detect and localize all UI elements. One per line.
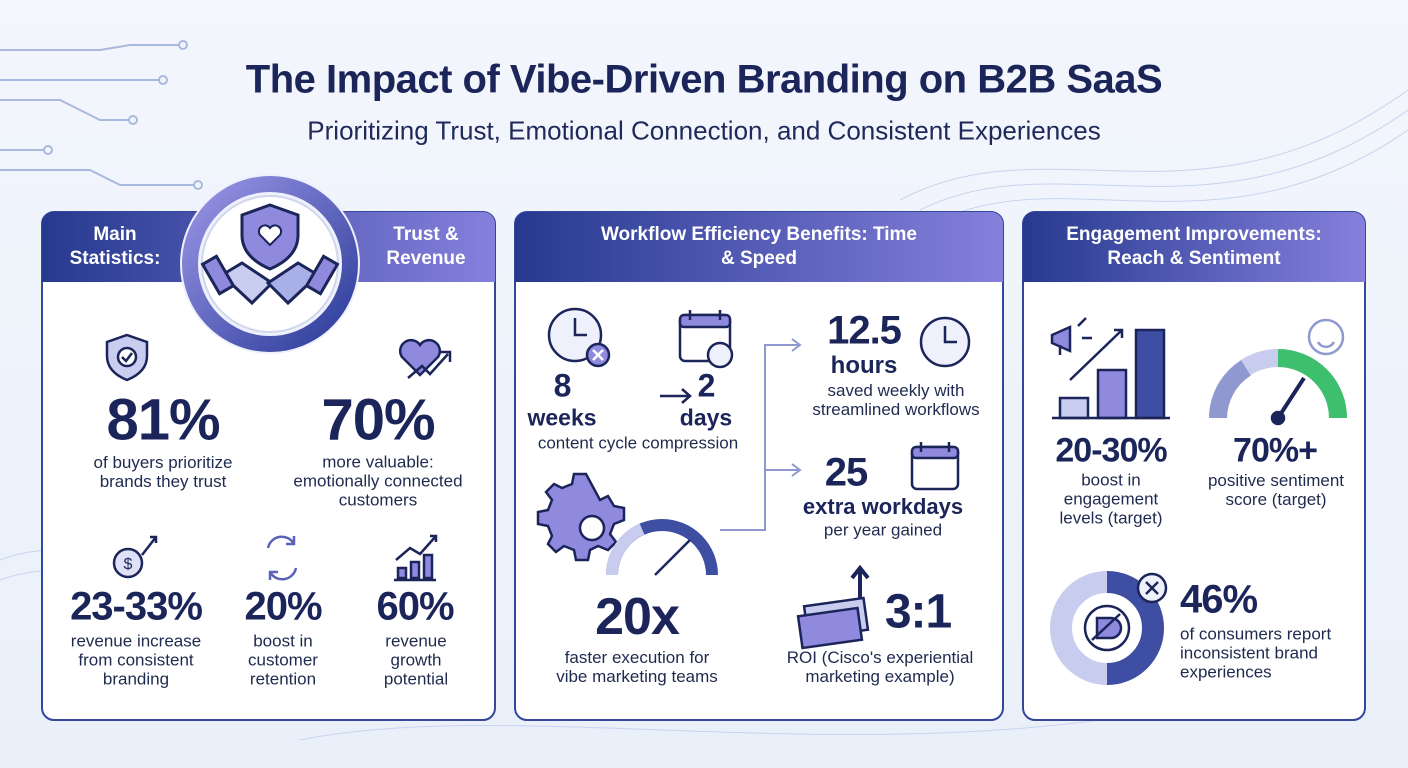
- stat-value: 46%: [1180, 577, 1258, 622]
- stat-unit: days: [679, 404, 733, 431]
- page-subtitle: Prioritizing Trust, Emotional Connection…: [307, 115, 1101, 146]
- circuit-lines: [0, 40, 203, 190]
- stat-label: content cycle compression: [537, 433, 739, 453]
- stat-value: 12.5: [827, 308, 902, 353]
- stat-label: of buyers prioritize brands they trust: [93, 453, 233, 491]
- panel3-icons: [1050, 317, 1347, 685]
- stat-value: 60%: [376, 584, 454, 629]
- stat-label: ROI (Cisco's experiential marketing exam…: [786, 648, 974, 686]
- panel-heading: Engagement Improvements: Reach & Sentime…: [1066, 224, 1322, 269]
- stat-label: boost in customer retention: [248, 631, 318, 689]
- stat-unit: weeks: [527, 404, 597, 431]
- stat-value: 23-33%: [70, 584, 203, 629]
- panel2-icons: [536, 307, 971, 650]
- stat-unit: hours: [830, 352, 898, 379]
- panel-heading: Main Statistics:: [69, 224, 161, 269]
- stat-label: positive sentiment score (target): [1207, 471, 1345, 509]
- stat-label: of consumers report inconsistent brand e…: [1180, 624, 1332, 682]
- stat-value: 25: [824, 450, 868, 495]
- stat-label: faster execution for vibe marketing team…: [556, 648, 718, 686]
- stat-label: more valuable: emotionally connected cus…: [293, 452, 463, 510]
- stat-value: 20%: [244, 584, 322, 629]
- stat-label: revenue increase from consistent brandin…: [70, 631, 202, 689]
- stat-label: saved weekly with streamlined workflows: [812, 381, 980, 419]
- stat-label: revenue growth potential: [383, 631, 449, 689]
- stat-value: 2: [697, 367, 716, 404]
- svg-text:$: $: [124, 556, 133, 573]
- stat-value: 8: [553, 367, 572, 404]
- stat-value: 70%+: [1233, 431, 1318, 470]
- stat-value: 20x: [595, 588, 680, 646]
- stat-value: 70%: [321, 387, 435, 453]
- stat-label: per year gained: [823, 520, 943, 540]
- stat-label: boost in engagement levels (target): [1059, 470, 1163, 528]
- panel1-icons: $: [105, 333, 452, 582]
- stat-value: 81%: [106, 387, 220, 453]
- panel-heading: Trust & Revenue: [386, 224, 466, 269]
- trust-badge: [180, 174, 360, 354]
- page-title: The Impact of Vibe-Driven Branding on B2…: [245, 57, 1163, 102]
- panel-frames: [41, 211, 1366, 721]
- stat-value: 20-30%: [1055, 431, 1167, 470]
- stat-value: 3:1: [884, 585, 952, 639]
- panel-heading: Workflow Efficiency Benefits: Time & Spe…: [600, 224, 918, 269]
- stat-unit: extra workdays: [802, 494, 964, 519]
